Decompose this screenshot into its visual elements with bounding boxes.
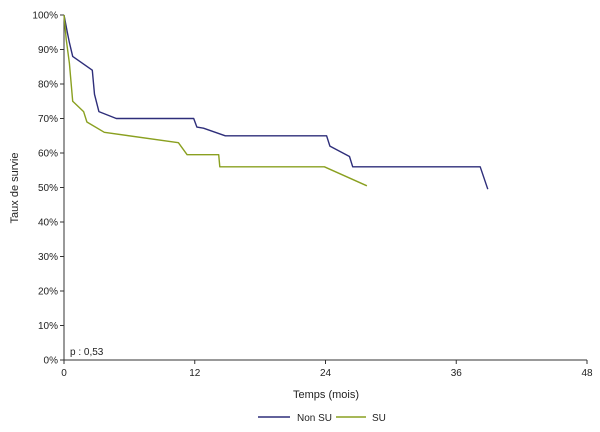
- x-axis-title: Temps (mois): [293, 389, 359, 401]
- y-tick-label: 20%: [38, 287, 58, 298]
- series-line-non-su: [63, 14, 489, 190]
- series-lines: [63, 14, 489, 190]
- y-tick-label: 60%: [38, 149, 58, 160]
- x-tick-label: 36: [451, 368, 463, 379]
- y-tick-label: 70%: [38, 114, 58, 125]
- x-tick-label: 48: [581, 368, 593, 379]
- y-tick-label: 0%: [44, 356, 59, 367]
- legend: Non SU SU: [258, 413, 386, 424]
- legend-label-non-su: Non SU: [297, 413, 332, 424]
- series-line-su: [63, 14, 368, 187]
- x-tick-label: 0: [61, 368, 67, 379]
- legend-label-su: SU: [372, 413, 386, 424]
- y-tick-label: 30%: [38, 252, 58, 263]
- y-tick-label: 100%: [32, 11, 58, 22]
- axes: [63, 15, 587, 361]
- y-axis-ticks: 0% 10% 20% 30% 40% 50% 60% 70% 80% 90% 100%: [32, 11, 64, 367]
- x-axis-ticks: 0 12 24 36 48: [61, 360, 593, 379]
- y-tick-label: 10%: [38, 321, 58, 332]
- x-tick-label: 24: [320, 368, 332, 379]
- x-tick-label: 12: [189, 368, 201, 379]
- y-tick-label: 40%: [38, 218, 58, 229]
- y-tick-label: 80%: [38, 80, 58, 91]
- y-axis-title: Taux de survie: [9, 153, 21, 224]
- p-value-annotation: p : 0,53: [70, 347, 104, 358]
- y-tick-label: 90%: [38, 45, 58, 56]
- y-tick-label: 50%: [38, 183, 58, 194]
